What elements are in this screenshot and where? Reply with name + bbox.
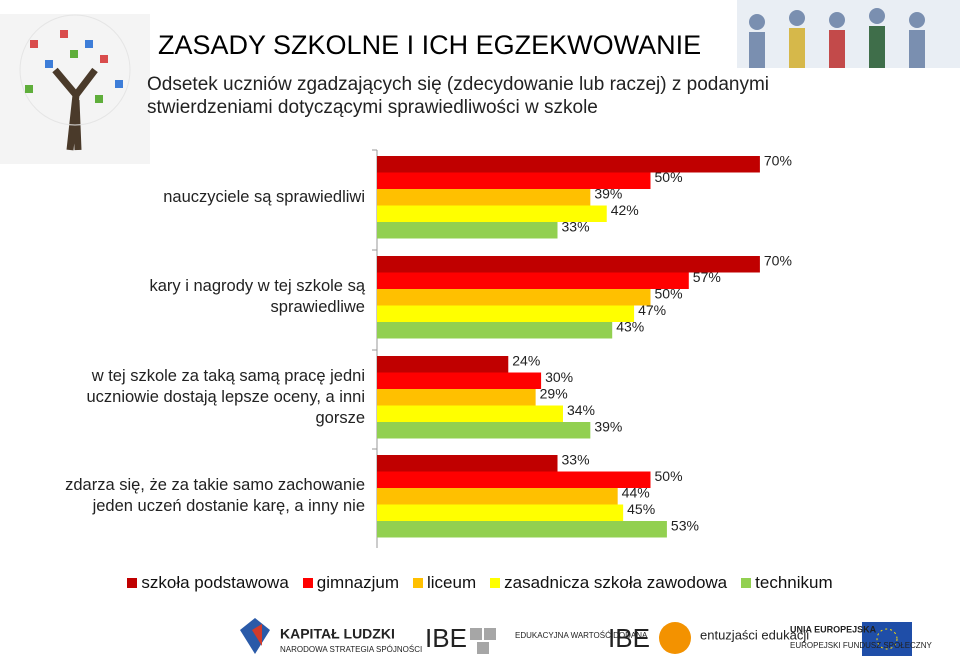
logo-text: UNIA EUROPEJSKA xyxy=(790,624,877,634)
bar xyxy=(377,488,618,505)
footer-logos: KAPITAŁ LUDZKI NARODOWA STRATEGIA SPÓJNOŚ… xyxy=(240,618,932,656)
data-label: 70% xyxy=(764,253,792,269)
data-label: 30% xyxy=(545,369,573,385)
legend-swatch xyxy=(302,578,313,588)
tree-illustration xyxy=(0,14,150,164)
legend-swatch xyxy=(741,578,752,588)
logo-text: NARODOWA STRATEGIA SPÓJNOŚCI xyxy=(280,645,422,654)
chart: 70%50%39%42%33%70%57%50%47%43%24%30%29%3… xyxy=(372,149,792,548)
data-label: 45% xyxy=(627,501,655,517)
data-label: 50% xyxy=(655,468,683,484)
bar xyxy=(377,389,536,406)
legend-item: szkoła podstawowa xyxy=(127,573,289,593)
logo-text: entuzjaści edukacji xyxy=(700,627,809,642)
data-label: 44% xyxy=(622,485,650,501)
logo-text: KAPITAŁ LUDZKI xyxy=(280,626,395,642)
data-label: 50% xyxy=(655,286,683,302)
category-label: zdarza się, że za takie samo zachowanie … xyxy=(65,476,365,515)
legend-swatch xyxy=(127,578,138,588)
data-label: 50% xyxy=(655,169,683,185)
bar xyxy=(377,305,635,322)
data-label: 53% xyxy=(671,518,699,534)
bar xyxy=(377,521,667,538)
bar xyxy=(377,356,509,373)
data-label: 39% xyxy=(594,419,622,435)
legend-label: gimnazjum xyxy=(316,573,399,592)
legend-label: liceum xyxy=(427,573,477,592)
data-label: 57% xyxy=(693,269,721,285)
legend-label: zasadnicza szkoła zawodowa xyxy=(504,573,728,592)
bar xyxy=(377,405,563,422)
legend: szkoła podstawowa gimnazjum liceum zasadnic… xyxy=(0,573,960,593)
bar xyxy=(377,172,651,189)
bar xyxy=(377,289,651,306)
data-label: 34% xyxy=(567,402,595,418)
data-label: 42% xyxy=(611,202,639,218)
bar xyxy=(377,256,760,273)
legend-swatch xyxy=(490,578,501,588)
data-label: 43% xyxy=(616,319,644,335)
legend-item: gimnazjum xyxy=(302,573,399,593)
bar xyxy=(377,205,607,222)
legend-swatch xyxy=(413,578,423,588)
data-label: 70% xyxy=(764,153,792,169)
logo-text: IBE xyxy=(425,623,467,653)
bar xyxy=(377,272,689,289)
category-label: nauczyciele są sprawiedliwi xyxy=(163,187,365,206)
bar xyxy=(377,504,624,521)
bar xyxy=(377,372,542,389)
bar xyxy=(377,455,558,472)
chart-subtitle: Odsetek uczniów zgadzających się (zdecyd… xyxy=(147,74,770,118)
logo-text: IBE xyxy=(608,623,650,653)
bar xyxy=(377,422,591,439)
bar xyxy=(377,222,558,239)
students-illustration xyxy=(737,0,960,68)
legend-label: technikum xyxy=(755,573,833,592)
data-label: 47% xyxy=(638,302,666,318)
legend-item: technikum xyxy=(741,573,833,593)
bar xyxy=(377,156,760,173)
bar xyxy=(377,471,651,488)
category-label: kary i nagrody w tej szkole są sprawiedl… xyxy=(149,277,365,316)
legend-item: zasadnicza szkoła zawodowa xyxy=(490,573,727,593)
data-label: 29% xyxy=(540,386,568,402)
bar xyxy=(377,189,591,206)
chart-title: ZASADY SZKOLNE I ICH EGZEKWOWANIE xyxy=(158,30,702,60)
data-label: 33% xyxy=(562,452,590,468)
logo-text: EUROPEJSKI FUNDUSZ SPOŁECZNY xyxy=(790,641,932,650)
data-label: 33% xyxy=(562,219,590,235)
bar xyxy=(377,322,613,339)
legend-item: liceum xyxy=(413,573,476,593)
data-label: 24% xyxy=(512,353,540,369)
category-label: w tej szkole za taką samą pracę jedni uc… xyxy=(86,366,365,427)
legend-label: szkoła podstawowa xyxy=(141,573,289,592)
logo-text: EDUKACYJNA WARTOŚĆ DODANA xyxy=(515,631,648,640)
data-label: 39% xyxy=(594,186,622,202)
